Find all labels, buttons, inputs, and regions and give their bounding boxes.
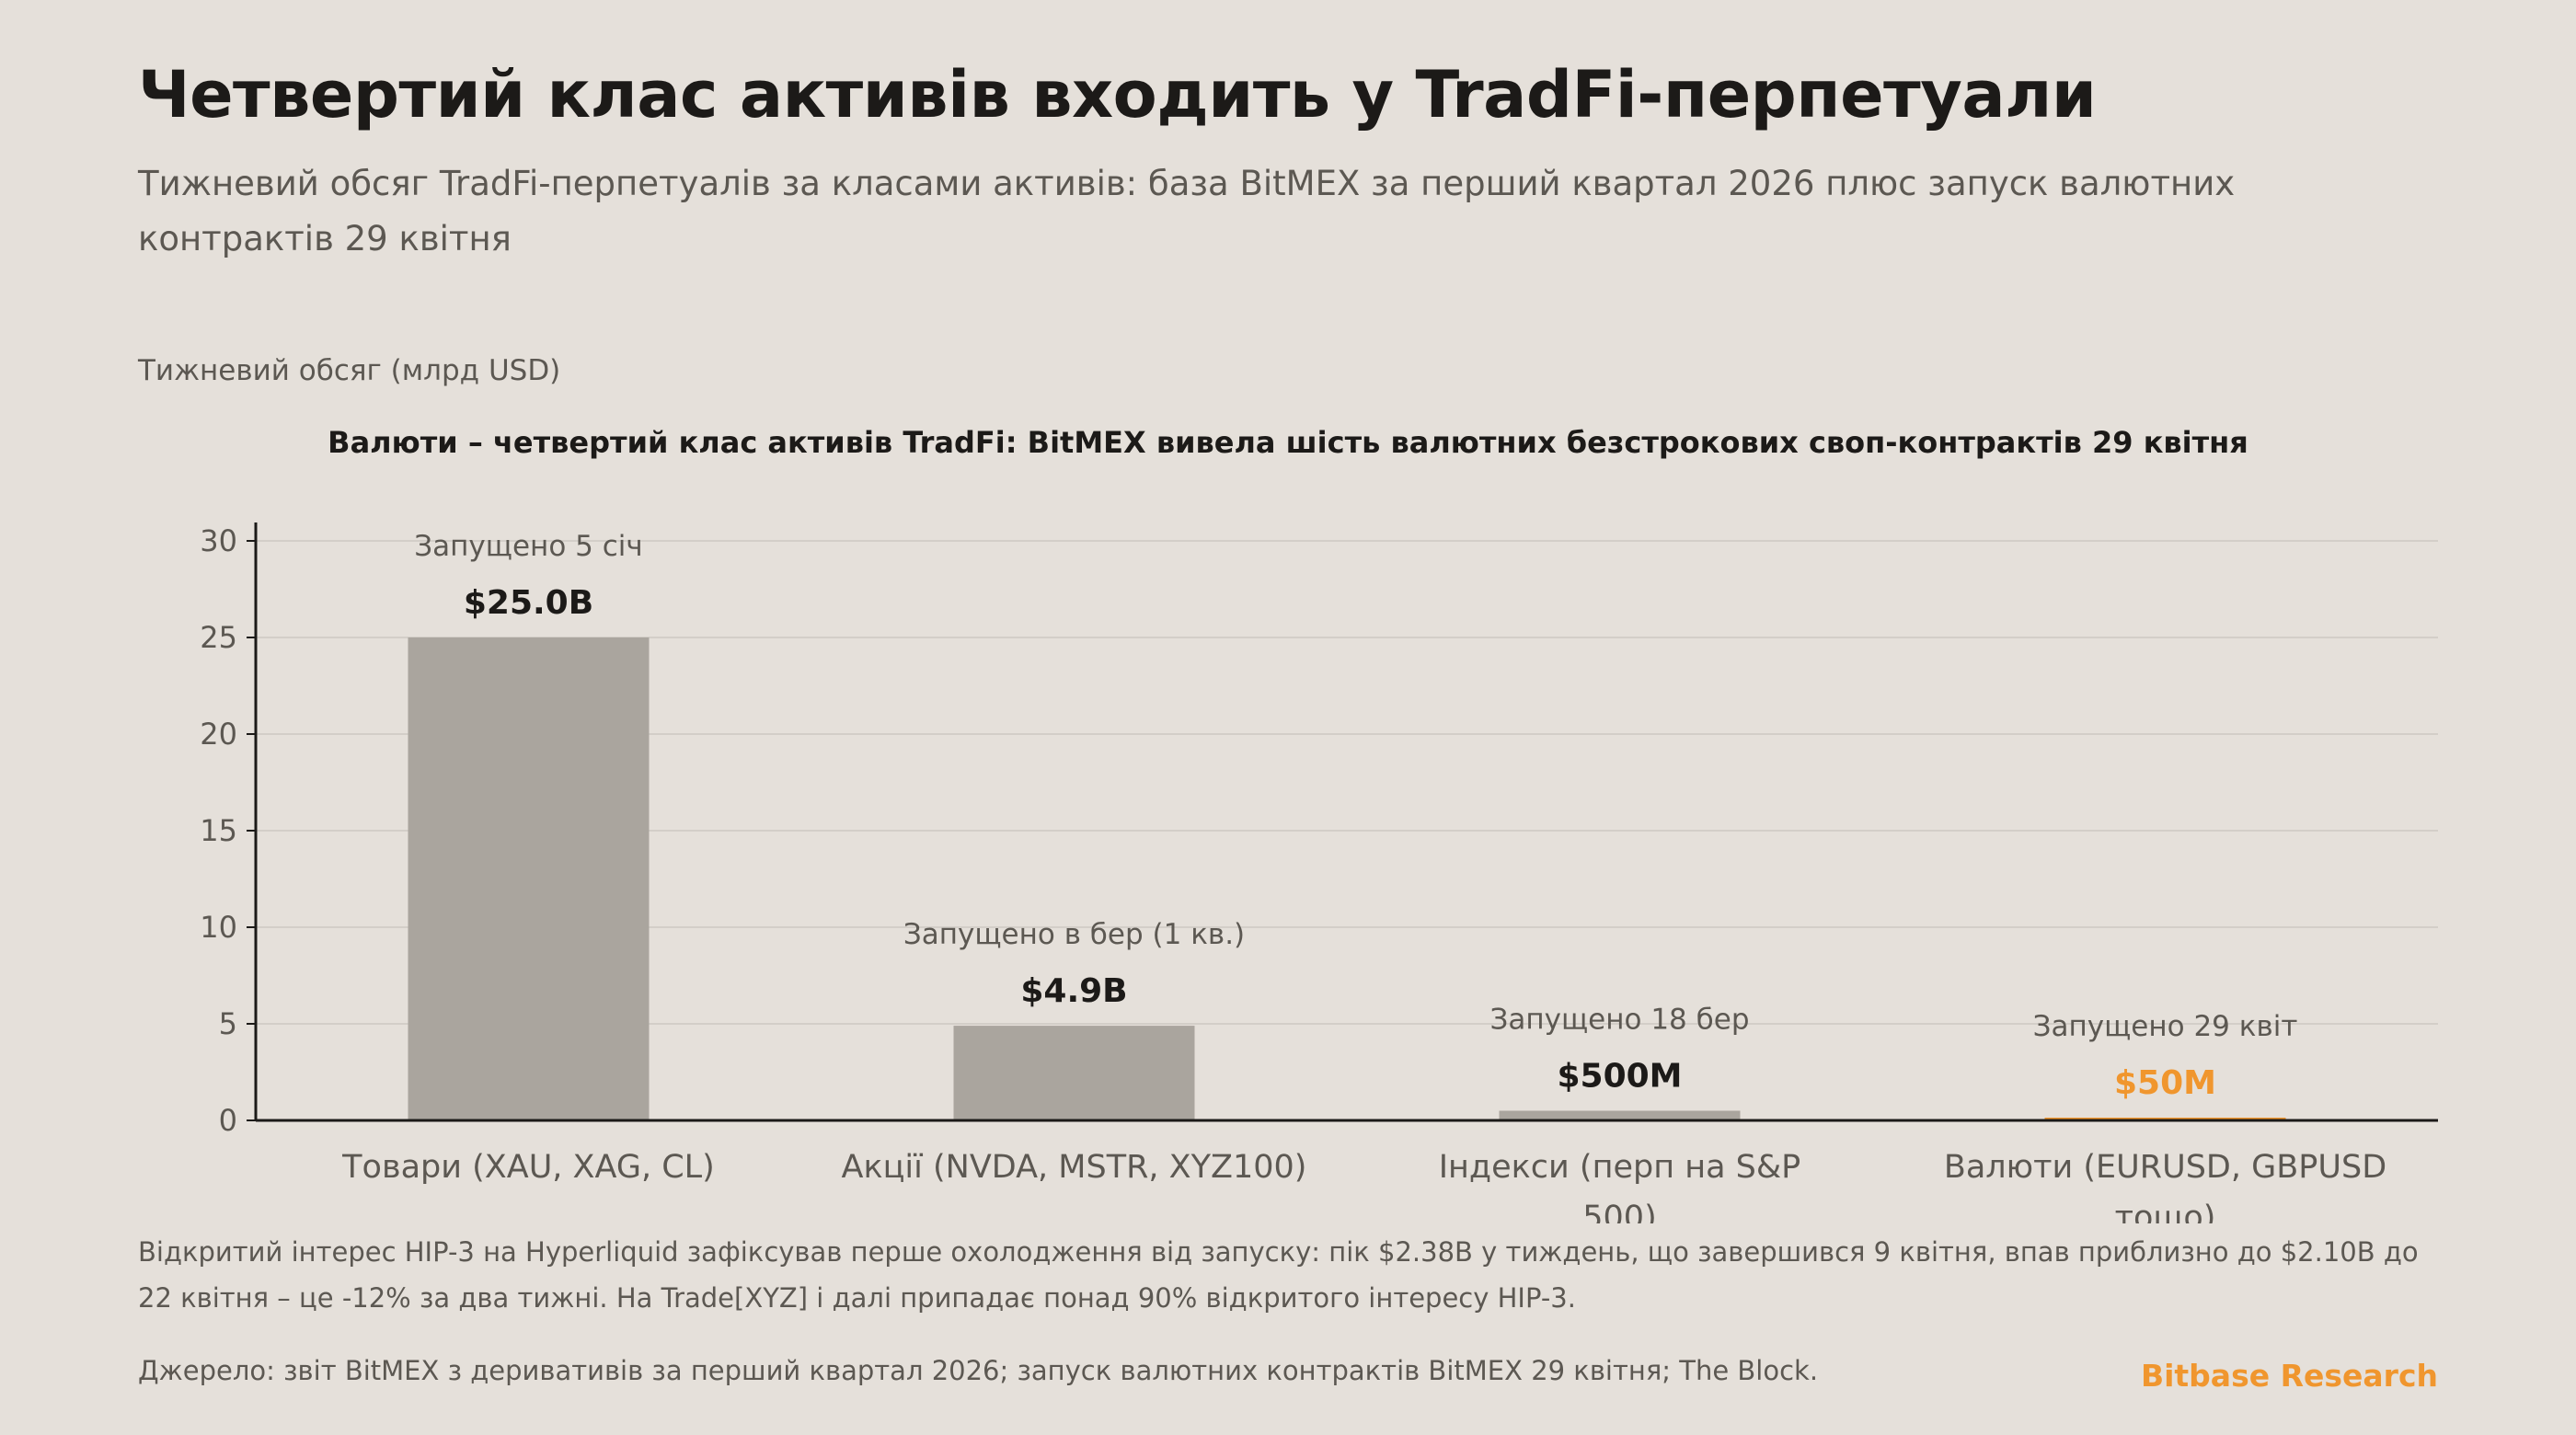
footnote: Відкритий інтерес HIP-3 на Hyperliquid з… xyxy=(138,1236,2419,1314)
source-note: Джерело: звіт BitMEX з деривативів за пе… xyxy=(138,1355,1819,1386)
x-tick-label: Товари (XAU, XAG, CL) xyxy=(341,1149,715,1186)
x-tick-label: Валюти (EURUSD, GBPUSD xyxy=(1944,1149,2386,1186)
bar xyxy=(1499,1110,1741,1120)
y-tick-label: 5 xyxy=(219,1006,237,1041)
x-tick-label: Акції (NVDA, MSTR, XYZ100) xyxy=(842,1149,1307,1186)
x-tick-label: Індекси (перп на S&P xyxy=(1439,1149,1801,1186)
bar xyxy=(408,637,650,1120)
page-title: Четвертий клас активів входить у TradFi-… xyxy=(138,57,2097,132)
y-tick-label: 25 xyxy=(200,620,237,655)
launch-label: Запущено 5 січ xyxy=(414,530,642,563)
launch-label: Запущено в бер (1 кв.) xyxy=(903,918,1245,951)
y-tick-label: 15 xyxy=(200,813,237,848)
data-label: $500M xyxy=(1557,1058,1682,1096)
launch-label: Запущено 18 бер xyxy=(1489,1004,1749,1037)
y-tick-label: 0 xyxy=(219,1103,237,1138)
y-axis-label: Тижневий обсяг (млрд USD) xyxy=(138,354,561,387)
page-subtitle: Тижневий обсяг TradFi-перпетуалів за кла… xyxy=(138,164,2236,258)
brand-label: Bitbase Research xyxy=(2140,1358,2438,1394)
launch-label: Запущено 29 квіт xyxy=(2033,1010,2298,1043)
x-tick-label: 500) xyxy=(1582,1200,1656,1223)
data-label: $25.0B xyxy=(464,584,593,622)
y-tick-label: 10 xyxy=(200,910,237,945)
data-label: $50M xyxy=(2114,1064,2216,1102)
bar xyxy=(953,1026,1195,1120)
chart-title: Валюти – четвертий клас активів TradFi: … xyxy=(328,425,2248,460)
data-label: $4.9B xyxy=(1020,972,1127,1010)
x-tick-label: тощо) xyxy=(2115,1200,2216,1223)
y-tick-label: 30 xyxy=(200,523,237,558)
y-tick-label: 20 xyxy=(200,717,237,752)
bar-chart: 0 5 10 15 20 25 30 $25.0B Запущено 5 січ Товари (… xyxy=(200,522,2438,1223)
